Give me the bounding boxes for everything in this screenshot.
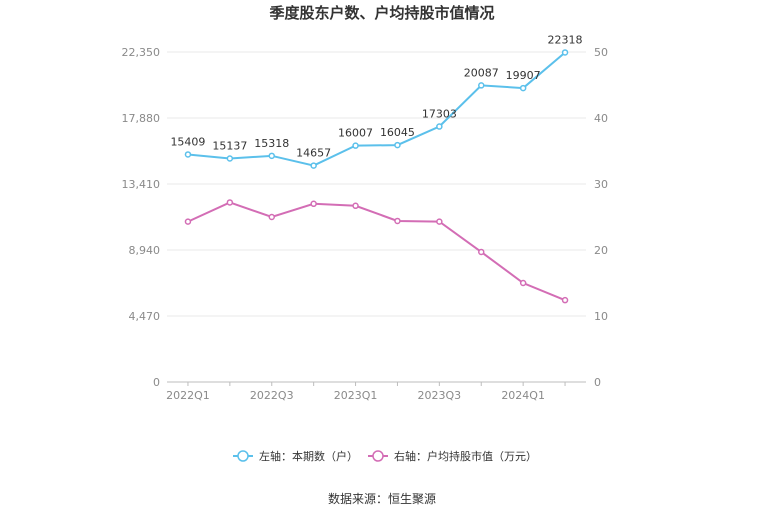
source-note: 数据来源：恒生聚源 — [328, 491, 436, 506]
x-tick-label: 2023Q1 — [334, 389, 378, 402]
data-point-left — [184, 151, 192, 158]
data-label: 15137 — [212, 140, 247, 153]
grid — [167, 51, 586, 317]
data-point-left — [226, 155, 234, 162]
right-tick-label: 50 — [594, 46, 608, 59]
legend-label: 左轴：本期数（户） — [259, 449, 358, 463]
x-tick-label: 2022Q1 — [166, 389, 210, 402]
chart-title: 季度股东户数、户均持股市值情况 — [269, 4, 494, 22]
x-tick-label: 2024Q1 — [501, 389, 545, 402]
right-tick-label: 0 — [594, 376, 601, 389]
data-label: 15318 — [254, 137, 289, 150]
series-line-left — [187, 51, 566, 167]
data-label: 16045 — [380, 126, 415, 139]
left-tick-label: 4,470 — [129, 310, 161, 323]
data-point-right — [352, 202, 359, 210]
data-point-right — [519, 279, 527, 287]
data-label: 16007 — [338, 127, 373, 140]
legend-item-right[interactable]: 右轴：户均持股市值（万元） — [368, 449, 537, 463]
data-point-left — [394, 141, 401, 149]
x-tick-label: 2022Q3 — [250, 389, 294, 402]
data-label: 15409 — [170, 135, 205, 148]
axes: 0 4,470 8,940 13,410 17,880 22,350 0 10 20 30 40 50… — [122, 46, 609, 402]
legend-label: 右轴：户均持股市值（万元） — [394, 449, 537, 463]
right-tick-label: 10 — [594, 310, 608, 323]
data-point-right — [478, 248, 485, 256]
series-line-right — [187, 201, 566, 302]
data-point-left — [478, 82, 485, 89]
data-point-right — [561, 296, 569, 304]
data-point-right — [394, 217, 401, 225]
data-point-right — [436, 218, 443, 225]
right-tick-label: 20 — [594, 244, 608, 257]
x-tick-label: 2023Q3 — [418, 389, 462, 402]
data-label: 14657 — [296, 147, 331, 160]
left-tick-label: 0 — [153, 376, 160, 389]
data-point-left — [352, 142, 359, 149]
data-point-right — [226, 199, 234, 206]
left-tick-label: 13,410 — [122, 178, 161, 191]
legend-marker — [372, 450, 384, 462]
legend: 左轴：本期数（户） 右轴：户均持股市值（万元） — [233, 449, 537, 463]
right-tick-label: 40 — [594, 112, 608, 125]
right-tick-label: 30 — [594, 178, 608, 191]
left-tick-label: 8,940 — [129, 244, 161, 257]
data-point-right — [268, 213, 275, 221]
data-label: 19907 — [506, 69, 541, 82]
data-label: 17303 — [422, 108, 457, 121]
left-tick-label: 22,350 — [122, 46, 161, 59]
data-label: 20087 — [464, 66, 499, 79]
data-point-left — [310, 162, 317, 169]
data-point-right — [184, 218, 192, 225]
data-point-left — [436, 123, 443, 130]
data-label: 22318 — [548, 33, 583, 46]
data-point-left — [519, 84, 527, 92]
legend-marker — [237, 450, 249, 462]
data-point-left — [268, 152, 275, 160]
left-tick-label: 17,880 — [122, 112, 161, 125]
legend-item-left[interactable]: 左轴：本期数（户） — [233, 449, 358, 463]
data-point-right — [310, 200, 317, 208]
series-group: 15409 15137 15318 14657 16007 16045 17303 20087… — [170, 33, 583, 304]
data-point-left — [561, 49, 569, 56]
